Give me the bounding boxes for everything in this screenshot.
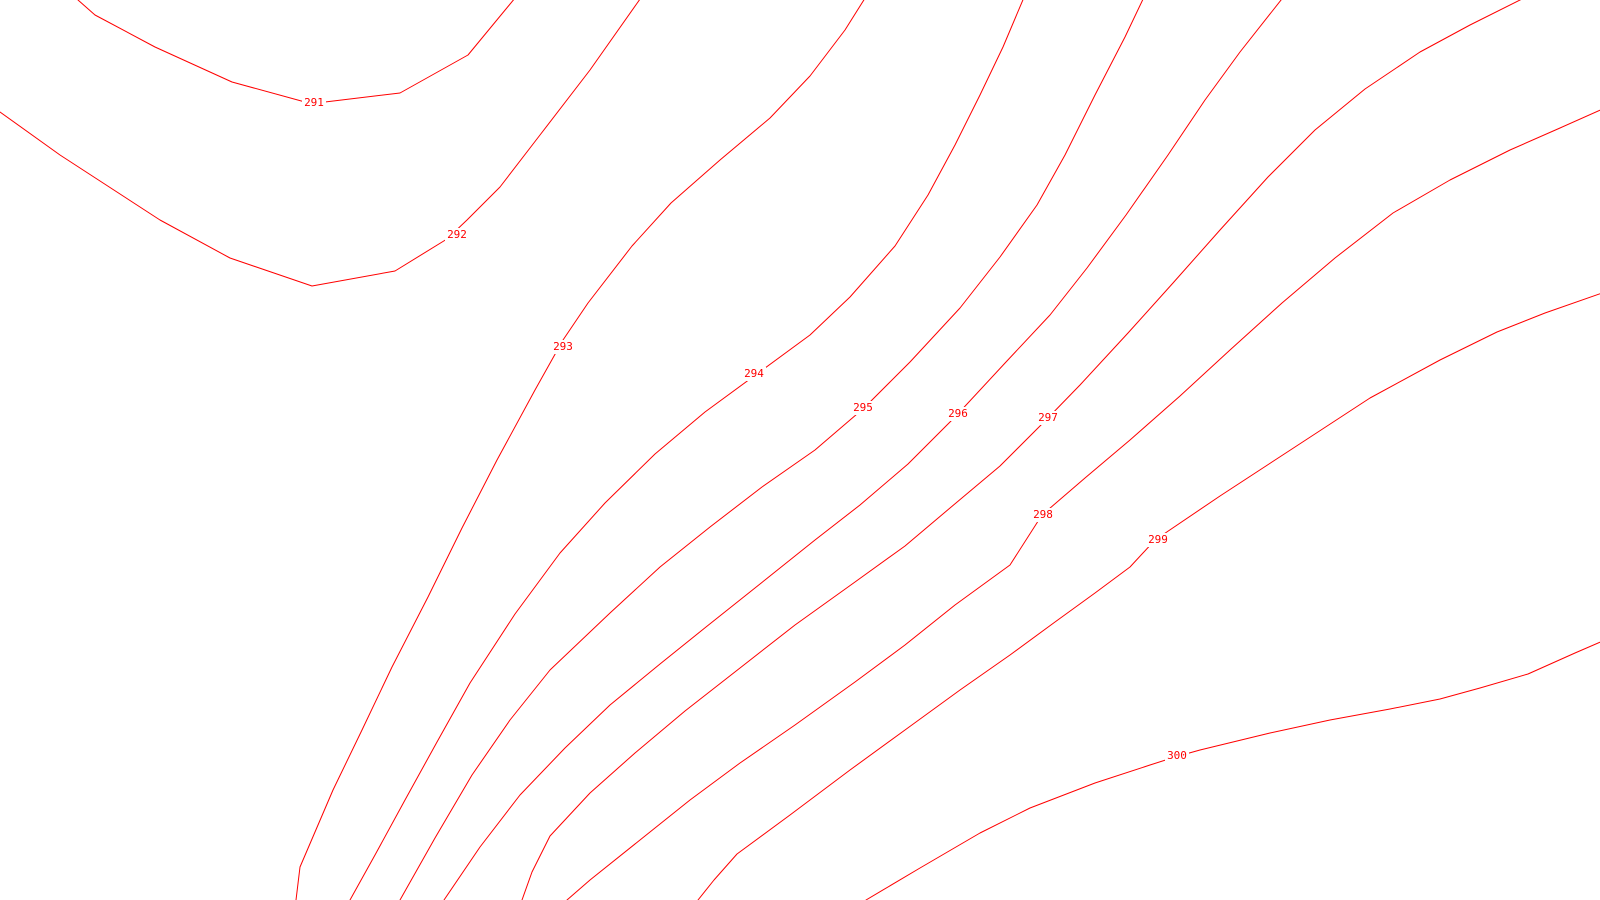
contour-label-gap-291 bbox=[302, 96, 326, 110]
contour-line-299 bbox=[697, 293, 1600, 900]
contour-label-300: 300 bbox=[1167, 749, 1187, 762]
contour-line-297 bbox=[521, 0, 1522, 900]
contour-label-293: 293 bbox=[553, 340, 573, 353]
contour-line-295 bbox=[399, 0, 1144, 900]
contour-line-291 bbox=[77, 0, 515, 103]
contour-label-294: 294 bbox=[744, 367, 764, 380]
contour-line-300 bbox=[865, 641, 1600, 900]
contour-label-gap-294 bbox=[742, 367, 766, 381]
contour-label-292: 292 bbox=[447, 228, 467, 241]
contour-line-298 bbox=[566, 109, 1600, 900]
contour-label-gap-295 bbox=[851, 401, 875, 415]
contour-label-298: 298 bbox=[1033, 508, 1053, 521]
contour-line-293 bbox=[295, 0, 865, 900]
contour-label-gap-299 bbox=[1146, 533, 1170, 547]
contour-label-295: 295 bbox=[853, 401, 873, 414]
contour-label-299: 299 bbox=[1148, 533, 1168, 546]
contour-label-gap-293 bbox=[551, 340, 575, 354]
contour-label-gap-292 bbox=[445, 228, 469, 242]
contour-label-296: 296 bbox=[948, 407, 968, 420]
contour-line-294 bbox=[349, 0, 1024, 900]
contour-labels-group: 291 292 293 294 295 296 297 298 299 300 bbox=[302, 96, 1189, 763]
contour-label-297: 297 bbox=[1038, 411, 1058, 424]
contour-line-296 bbox=[443, 0, 1282, 900]
contour-label-gap-298 bbox=[1031, 508, 1055, 522]
contour-line-292 bbox=[0, 0, 640, 287]
contour-label-gap-296 bbox=[946, 407, 970, 421]
contour-label-291: 291 bbox=[304, 96, 324, 109]
contour-label-gap-297 bbox=[1036, 411, 1060, 425]
contour-label-gap-300 bbox=[1165, 749, 1189, 763]
